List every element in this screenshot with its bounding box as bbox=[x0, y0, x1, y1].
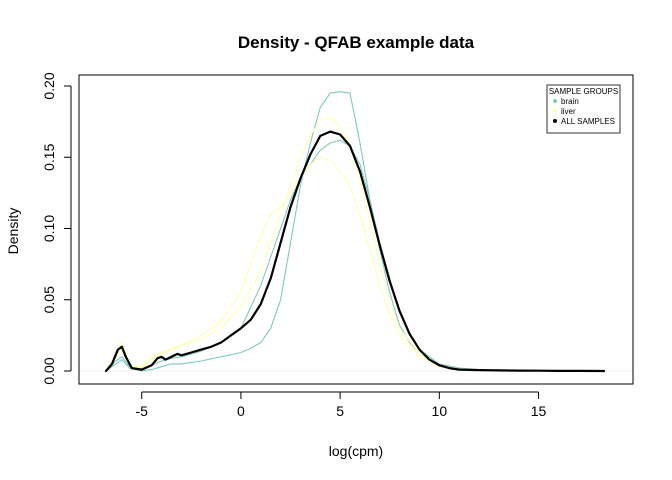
legend-label: brain bbox=[561, 97, 579, 106]
x-tick-label: 0 bbox=[237, 403, 245, 419]
y-tick-label: 0.10 bbox=[41, 215, 57, 242]
density-line-liver-2 bbox=[105, 156, 605, 372]
axes: -5 0 5 10 15 0.00 0.05 0.10 0.15 0.20 bbox=[41, 72, 634, 419]
x-axis-label: log(cpm) bbox=[329, 443, 383, 459]
y-tick-label: 0.20 bbox=[41, 72, 57, 99]
density-line-all-samples-4 bbox=[104, 130, 606, 373]
legend-marker-liver bbox=[553, 109, 557, 113]
legend-marker-all-samples bbox=[553, 119, 557, 123]
y-axis-label: Density bbox=[5, 208, 21, 255]
y-tick-label: 0.05 bbox=[41, 286, 57, 313]
y-tick-label: 0.15 bbox=[41, 143, 57, 170]
legend-title: SAMPLE GROUPS bbox=[549, 87, 618, 96]
x-tick-label: 10 bbox=[432, 403, 448, 419]
chart-title: Density - QFAB example data bbox=[238, 33, 475, 52]
legend-marker-brain bbox=[553, 99, 557, 103]
plot-frame bbox=[78, 74, 634, 385]
legend-box bbox=[546, 84, 621, 134]
x-tick-label: 5 bbox=[336, 403, 344, 419]
y-tick-label: 0.00 bbox=[41, 357, 57, 384]
legend-label: ALL SAMPLES bbox=[561, 117, 615, 126]
plot-area bbox=[79, 91, 633, 373]
x-tick-label: 15 bbox=[531, 403, 547, 419]
density-line-brain-0 bbox=[105, 91, 605, 372]
x-tick-label: -5 bbox=[135, 403, 148, 419]
legend-label: liver bbox=[561, 107, 576, 116]
density-line-brain-1 bbox=[105, 139, 605, 372]
